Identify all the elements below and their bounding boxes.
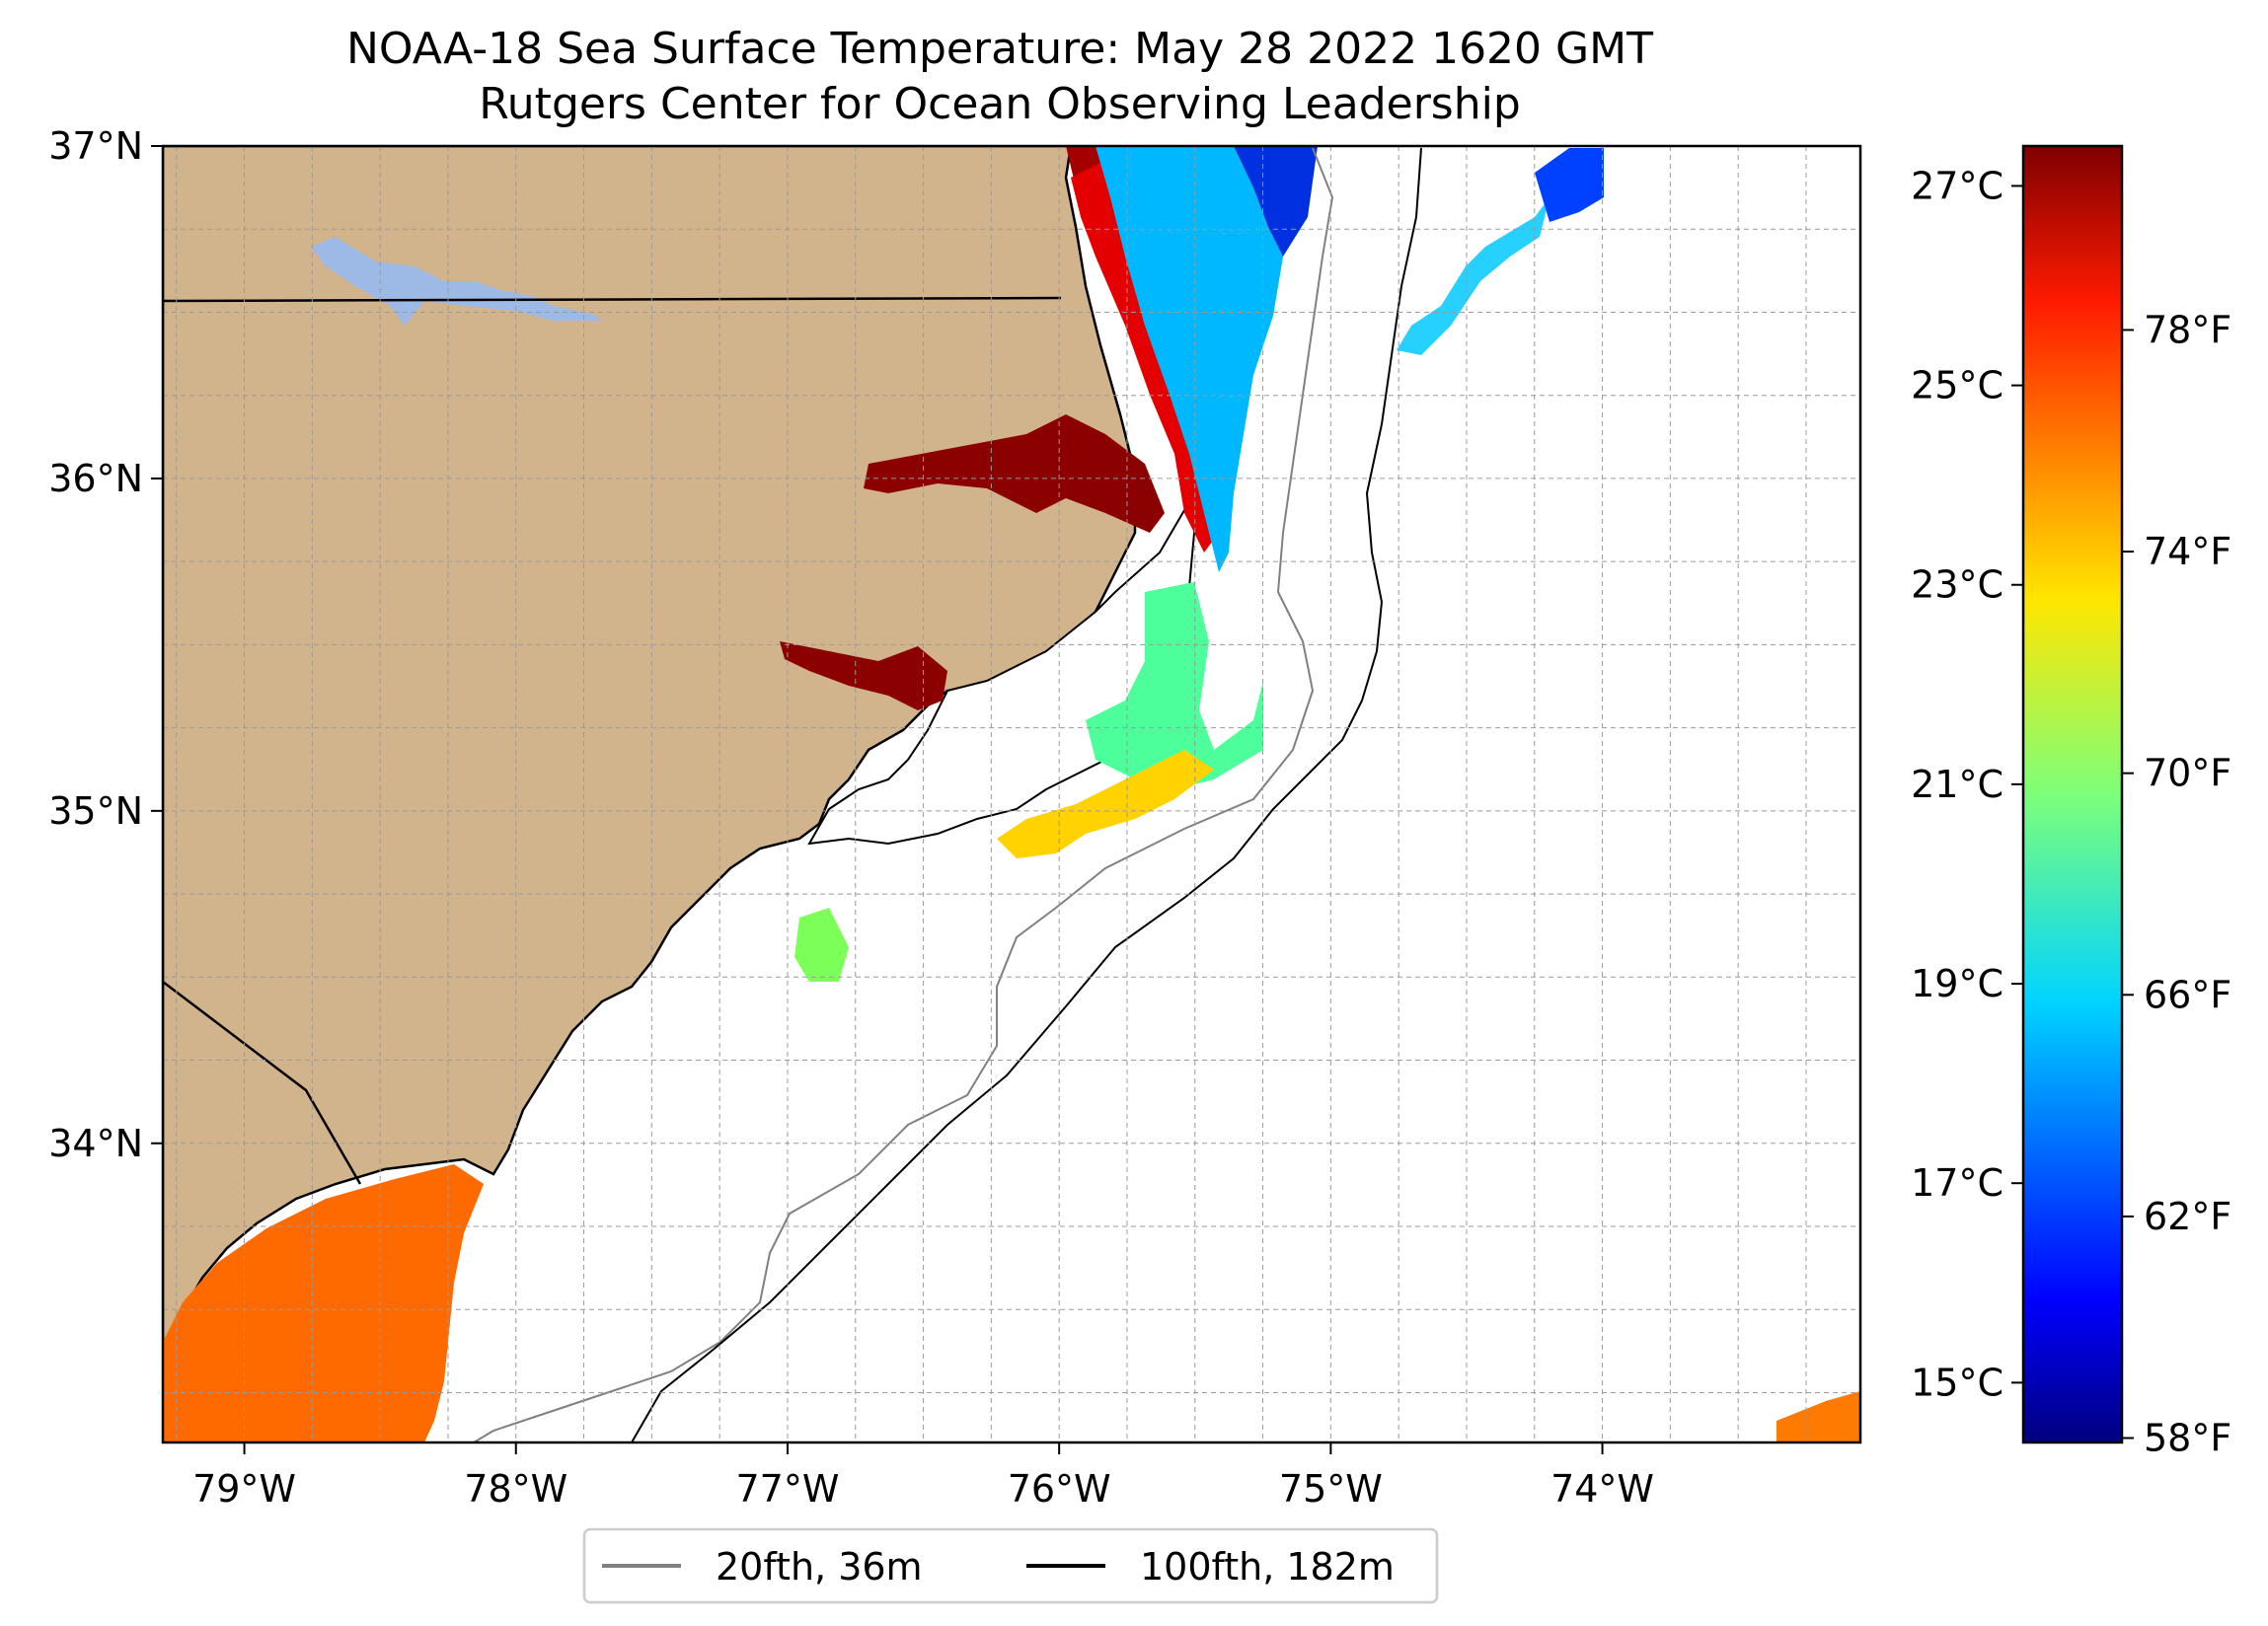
lat-tick-label: 36°N (48, 457, 143, 500)
onslow-green (794, 908, 849, 982)
celsius-tick-label: 27°C (1911, 164, 2003, 207)
latitude-axis: 37°N 36°N 35°N 34°N (48, 124, 163, 1165)
colorbar: 27°C 25°C 23°C 21°C 19°C 17°C 15°C 78°F 74°F 70°… (1911, 144, 2231, 1460)
lon-tick-label: 78°W (464, 1467, 567, 1511)
albemarle-sound-warm (864, 414, 1165, 533)
fahrenheit-tick-label: 74°F (2144, 530, 2231, 573)
celsius-tick-label: 19°C (1911, 962, 2003, 1005)
lat-tick-label: 35°N (48, 789, 143, 833)
neuse-river-warm (780, 641, 947, 710)
celsius-tick-label: 21°C (1911, 763, 2003, 806)
title-line-2: Rutgers Center for Ocean Observing Leade… (479, 79, 1521, 129)
lat-tick-label: 34°N (48, 1122, 143, 1165)
hatteras-yellow (997, 750, 1214, 858)
southeast-warm-patch (1777, 1391, 1860, 1442)
fahrenheit-tick-label: 70°F (2144, 752, 2231, 795)
lon-tick-label: 75°W (1279, 1467, 1383, 1511)
lon-tick-label: 79°W (192, 1467, 296, 1511)
kerr-lake (311, 237, 602, 326)
celsius-tick-label: 25°C (1911, 364, 2003, 407)
fahrenheit-tick-label: 62°F (2144, 1195, 2231, 1238)
contour-100fth (631, 147, 1422, 1442)
lat-tick-label: 37°N (48, 124, 143, 168)
lon-tick-label: 76°W (1008, 1467, 1111, 1511)
shelf-water-cool (1096, 146, 1313, 572)
lon-tick-label: 74°W (1550, 1467, 1654, 1511)
contour-20fth (473, 147, 1334, 1442)
legend-label-100fth: 100fth, 182m (1140, 1545, 1395, 1589)
map-gridlines (163, 146, 1860, 1442)
long-bay-warm (163, 1164, 484, 1442)
legend-box (582, 1527, 1439, 1604)
offshore-cool-patch (1397, 197, 1550, 355)
celsius-tick-label: 15°C (1911, 1361, 2003, 1404)
hatteras-mixed-green (1086, 582, 1263, 789)
fahrenheit-tick-label: 66°F (2144, 973, 2231, 1016)
fahrenheit-tick-label: 78°F (2144, 308, 2231, 351)
title-line-1: NOAA-18 Sea Surface Temperature: May 28 … (346, 24, 1653, 74)
map-frame (161, 144, 1862, 1444)
map-panel (163, 146, 1860, 1442)
gulf-stream-warm (1071, 158, 1219, 553)
offshore-blue-patch (1535, 148, 1604, 222)
contour-legend: 20fth, 36m 100fth, 182m (582, 1527, 1439, 1604)
fahrenheit-tick-label: 58°F (2144, 1417, 2231, 1460)
nc-sc-border (163, 981, 362, 1185)
lon-tick-label: 77°W (735, 1467, 839, 1511)
colorbar-gradient (2021, 144, 2124, 1444)
celsius-tick-label: 17°C (1911, 1161, 2003, 1205)
colorbar-celsius-ticks: 27°C 25°C 23°C 21°C 19°C 17°C 15°C (1911, 164, 2023, 1404)
colorbar-fahrenheit-ticks: 78°F 74°F 70°F 66°F 62°F 58°F (2122, 308, 2231, 1460)
shelf-water-cold (1234, 146, 1318, 257)
longitude-axis: 79°W 78°W 77°W 76°W 75°W 74°W (192, 1442, 1654, 1511)
legend-label-20fth: 20fth, 36m (716, 1545, 923, 1589)
celsius-tick-label: 23°C (1911, 563, 2003, 607)
